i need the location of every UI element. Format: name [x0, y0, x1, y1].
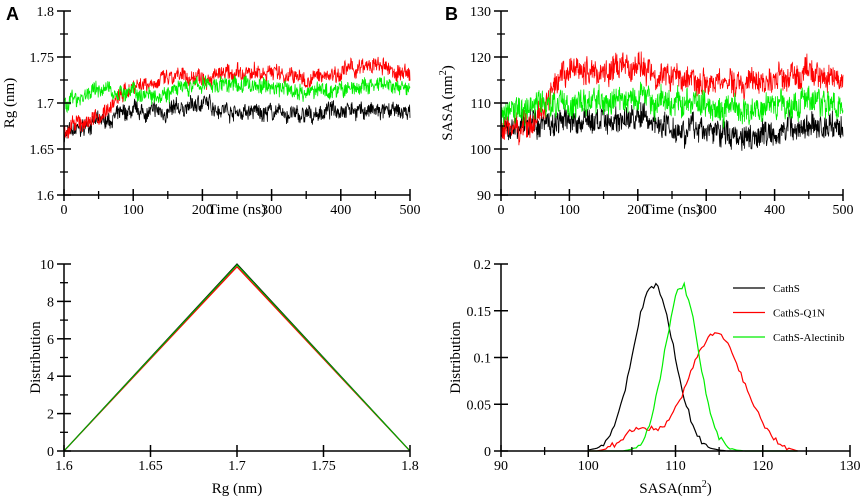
label-end: ) [440, 65, 456, 70]
y-tick-label: 130 [470, 5, 491, 20]
y-tick-label: 0 [484, 445, 491, 460]
x-tick-label: 100 [123, 203, 144, 218]
superscript: 2 [438, 70, 449, 75]
series-line-caths-alectinib [63, 264, 411, 452]
panel-B-top: 0 100 200 300 400 500 90 100 110 120 130 Time (ns) S… [438, 4, 854, 218]
x-tick-label: 120 [752, 459, 773, 474]
x-tick-label: 1.65 [138, 459, 163, 474]
x-tick-label: 0 [61, 203, 68, 218]
y-axis-label: Rg (nm) [2, 78, 18, 128]
legend-label: CathS [773, 283, 800, 295]
legend-label: CathS-Q1N [773, 308, 825, 320]
y-tick-label: 120 [470, 51, 491, 66]
x-tick-label: 200 [192, 203, 213, 218]
series-line-caths-q1n [63, 56, 411, 139]
series-line-caths-q1n [500, 51, 844, 146]
label-end: ) [707, 481, 712, 497]
x-tick-label: 400 [330, 203, 351, 218]
y-tick-label: 90 [477, 189, 491, 204]
x-tick-label: 90 [494, 459, 508, 474]
series-line-caths [63, 94, 411, 143]
x-tick-label: 500 [833, 203, 854, 218]
y-tick-label: 1.7 [37, 97, 55, 112]
y-tick-label: 1.6 [37, 189, 55, 204]
series-line-caths-alectinib [500, 81, 844, 130]
x-axis-label: Time (ns) [643, 202, 701, 218]
legend-label: CathS-Alectinib [773, 332, 845, 344]
x-tick-label: 100 [578, 459, 599, 474]
x-tick-label: 400 [764, 203, 785, 218]
y-tick-label: 4 [47, 370, 54, 385]
x-tick-label: 1.75 [311, 459, 336, 474]
series-line-caths-q1n [63, 265, 411, 452]
panel-A-bottom: 1.6 1.65 1.7 1.75 1.8 0 2 4 6 8 10 Rg (nm) Distribut… [28, 258, 419, 497]
panel-B-bottom: 90 100 110 120 130 0 0.05 0.1 0.15 0.2 SASA(nm2) Di… [448, 258, 861, 497]
panel-letter: B [445, 4, 458, 24]
y-tick-label: 10 [40, 258, 54, 273]
series-line-caths [63, 263, 411, 452]
panel-A-top: 0 100 200 300 400 500 1.6 1.65 1.7 1.75 1.8 Time (n… [2, 4, 421, 218]
y-axis-label: Distribution [448, 321, 464, 394]
x-tick-label: 1.7 [228, 459, 246, 474]
series-line-caths-alectinib [63, 74, 411, 114]
y-axis-label: SASA (nm2) [438, 65, 456, 140]
y-tick-label: 1.75 [30, 51, 55, 66]
y-axis-label: Distribution [28, 321, 44, 394]
y-tick-label: 0 [47, 445, 54, 460]
y-tick-label: 1.8 [37, 5, 55, 20]
x-tick-label: 130 [840, 459, 861, 474]
y-tick-label: 2 [47, 408, 54, 423]
x-tick-label: 0 [498, 203, 505, 218]
y-tick-label: 8 [47, 295, 54, 310]
x-axis-label: Rg (nm) [212, 481, 262, 497]
y-tick-label: 1.65 [30, 143, 55, 158]
y-tick-label: 0.1 [474, 352, 492, 367]
superscript: 2 [702, 479, 707, 490]
x-tick-label: 1.6 [55, 459, 73, 474]
y-tick-label: 110 [471, 97, 491, 112]
y-tick-label: 6 [47, 333, 54, 348]
x-tick-label: 300 [261, 203, 282, 218]
x-axis-label: Time (ns) [208, 202, 266, 218]
y-tick-label: 0.15 [467, 305, 492, 320]
y-tick-label: 0.05 [467, 398, 492, 413]
panel-letter: A [6, 4, 19, 24]
x-tick-label: 110 [665, 459, 685, 474]
y-tick-label: 100 [470, 143, 491, 158]
x-tick-label: 100 [559, 203, 580, 218]
series-line-caths [500, 102, 844, 151]
series-line-caths-q1n [588, 332, 798, 452]
x-tick-label: 500 [400, 203, 421, 218]
y-tick-label: 0.2 [474, 258, 492, 273]
x-tick-label: 300 [696, 203, 717, 218]
x-tick-label: 1.8 [401, 459, 419, 474]
x-tick-label: 200 [627, 203, 648, 218]
x-axis-label: SASA(nm2) [639, 479, 712, 497]
